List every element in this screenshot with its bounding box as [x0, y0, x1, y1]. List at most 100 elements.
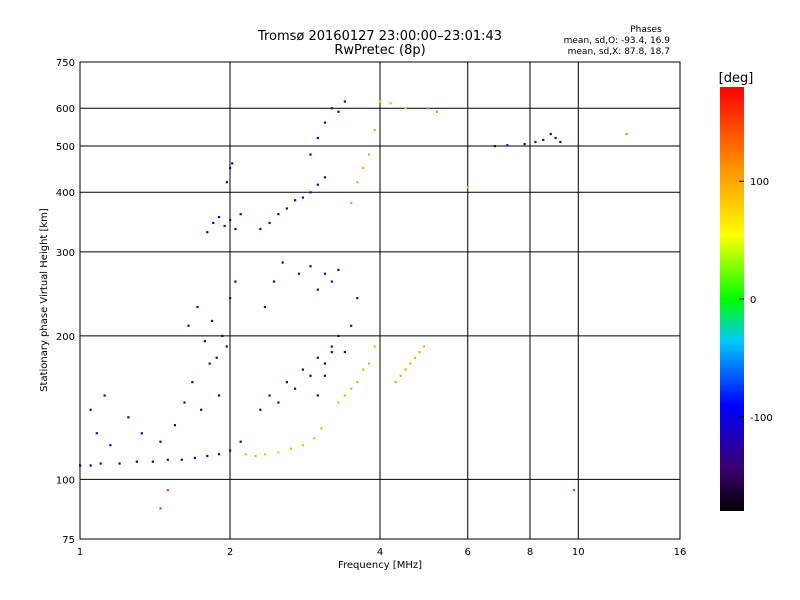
data-point: [285, 381, 288, 384]
data-point: [373, 345, 376, 348]
data-point: [337, 110, 340, 113]
data-point: [89, 408, 92, 411]
chart-subtitle: RwPretec (8p): [334, 43, 425, 58]
colorbar-tick-label: 100: [750, 177, 769, 188]
data-point: [99, 462, 102, 465]
data-point: [523, 142, 526, 146]
data-point: [413, 356, 417, 359]
data-point: [362, 368, 365, 371]
data-point: [435, 110, 438, 113]
data-point: [268, 394, 271, 397]
data-point: [272, 280, 276, 283]
data-point: [542, 138, 545, 142]
x-tick-label: 10: [572, 547, 585, 558]
data-point: [277, 213, 280, 216]
data-point: [418, 350, 421, 354]
data-point: [229, 218, 232, 222]
data-point: [223, 224, 226, 228]
data-point: [244, 453, 247, 456]
x-tick-label: 6: [465, 547, 471, 558]
colorbar-tick-label: 0: [750, 295, 756, 306]
data-point: [309, 374, 312, 377]
x-tick-label: 2: [227, 547, 233, 558]
y-tick-label: 750: [56, 58, 75, 69]
data-point: [159, 507, 162, 510]
data-point: [316, 136, 319, 140]
data-point: [259, 227, 262, 231]
data-point: [330, 345, 333, 348]
data-point: [103, 394, 106, 397]
data-point: [200, 408, 203, 411]
stats-line-o: mean, sd,O: -93.4, 16.9: [564, 36, 671, 46]
data-point: [217, 215, 221, 219]
data-point: [268, 221, 271, 225]
colorbar-tick-label: -100: [750, 413, 773, 424]
data-point: [350, 324, 353, 327]
data-point: [316, 356, 319, 359]
data-point: [285, 207, 288, 210]
data-point: [309, 153, 312, 156]
y-tick-label: 200: [56, 332, 75, 343]
data-point: [221, 334, 224, 338]
data-point: [356, 381, 359, 384]
data-point: [330, 350, 333, 354]
data-point: [231, 162, 234, 165]
x-tick-label: 16: [674, 547, 687, 558]
data-point: [289, 447, 293, 450]
y-tick-label: 400: [56, 188, 75, 199]
data-point: [367, 153, 371, 156]
x-tick-label: 1: [77, 547, 83, 558]
data-point: [572, 489, 576, 492]
y-tick-label: 600: [56, 104, 75, 115]
data-point: [239, 440, 242, 443]
data-point: [259, 408, 262, 411]
data-point: [212, 221, 215, 225]
data-point: [506, 144, 509, 147]
data-point: [379, 100, 382, 103]
data-point: [166, 458, 169, 461]
x-tick-labels: 1 2 4 6 8 10 16: [77, 547, 687, 558]
data-point: [254, 454, 257, 458]
data-point: [159, 440, 162, 443]
data-point: [554, 136, 557, 140]
data-point: [301, 368, 305, 371]
colorbar-ticks: 100 0 -100: [739, 177, 773, 424]
data-point: [493, 144, 497, 148]
data-point: [217, 394, 221, 397]
data-point: [373, 129, 376, 132]
data-point: [187, 324, 190, 327]
data-points: [79, 100, 628, 510]
data-point: [399, 374, 402, 377]
data-point: [549, 132, 552, 136]
data-point: [343, 394, 347, 397]
data-point: [337, 268, 340, 272]
data-point: [323, 176, 327, 179]
data-point: [277, 401, 280, 404]
data-point: [203, 340, 206, 343]
data-point: [118, 462, 121, 465]
data-point: [309, 265, 312, 268]
data-point: [427, 107, 430, 110]
data-point: [140, 432, 143, 435]
data-point: [234, 227, 237, 231]
data-point: [301, 196, 305, 199]
data-point: [210, 319, 214, 323]
data-point: [301, 444, 305, 447]
data-point: [229, 166, 232, 170]
data-point: [173, 424, 177, 427]
data-point: [323, 362, 327, 365]
data-point: [337, 334, 340, 338]
data-point: [316, 394, 319, 397]
data-point: [109, 444, 112, 447]
x-axis-label: Frequency [MHz]: [338, 560, 422, 571]
data-point: [95, 432, 98, 435]
data-point: [206, 454, 209, 458]
data-point: [394, 381, 397, 384]
data-point: [208, 362, 211, 365]
data-point: [183, 401, 186, 404]
data-point: [217, 453, 221, 456]
data-point: [343, 350, 347, 354]
data-point: [350, 387, 353, 390]
data-point: [225, 345, 228, 348]
